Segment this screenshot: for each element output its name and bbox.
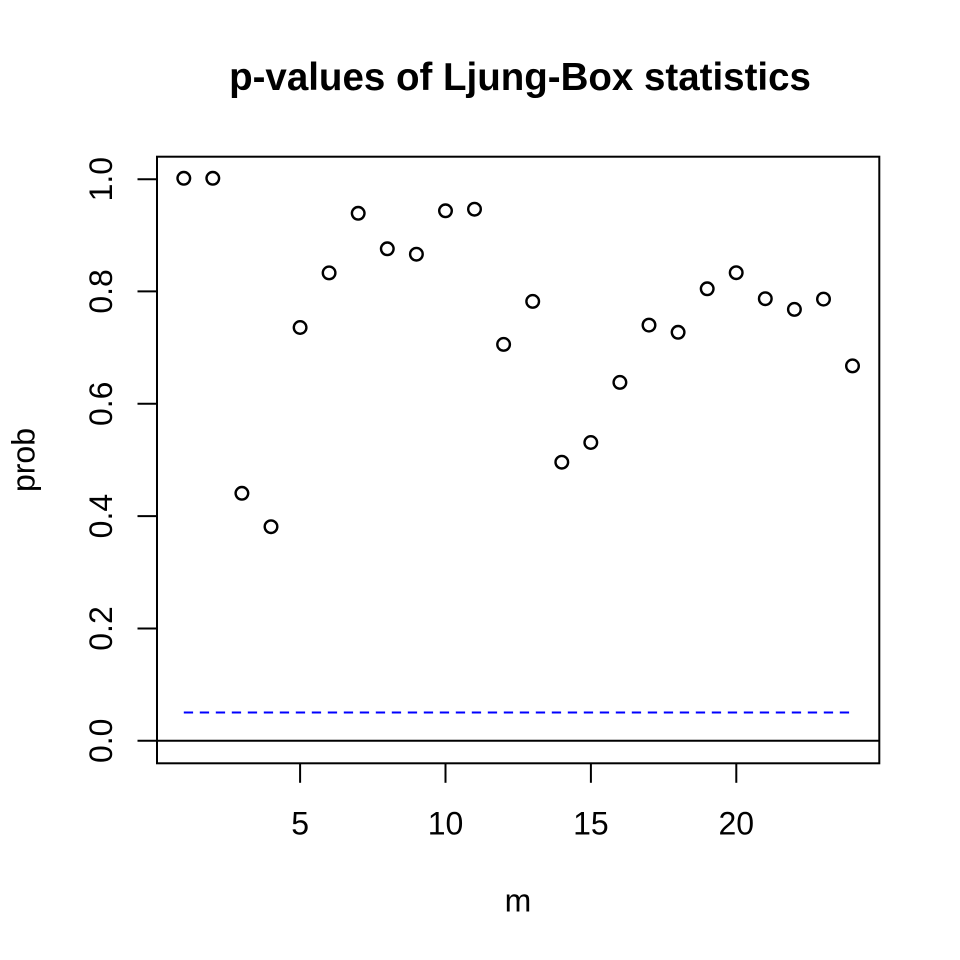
svg-text:0.2: 0.2 (83, 606, 119, 650)
svg-text:10: 10 (428, 806, 464, 842)
svg-text:0.6: 0.6 (83, 382, 119, 426)
svg-text:prob: prob (6, 428, 42, 492)
svg-text:0.4: 0.4 (83, 494, 119, 538)
svg-text:0.8: 0.8 (83, 269, 119, 313)
svg-text:m: m (505, 883, 532, 919)
svg-text:0.0: 0.0 (83, 719, 119, 763)
svg-text:20: 20 (719, 806, 755, 842)
svg-text:1.0: 1.0 (83, 157, 119, 201)
svg-text:p-values of Ljung-Box statisti: p-values of Ljung-Box statistics (229, 56, 811, 99)
svg-text:15: 15 (573, 806, 609, 842)
svg-text:5: 5 (291, 806, 309, 842)
